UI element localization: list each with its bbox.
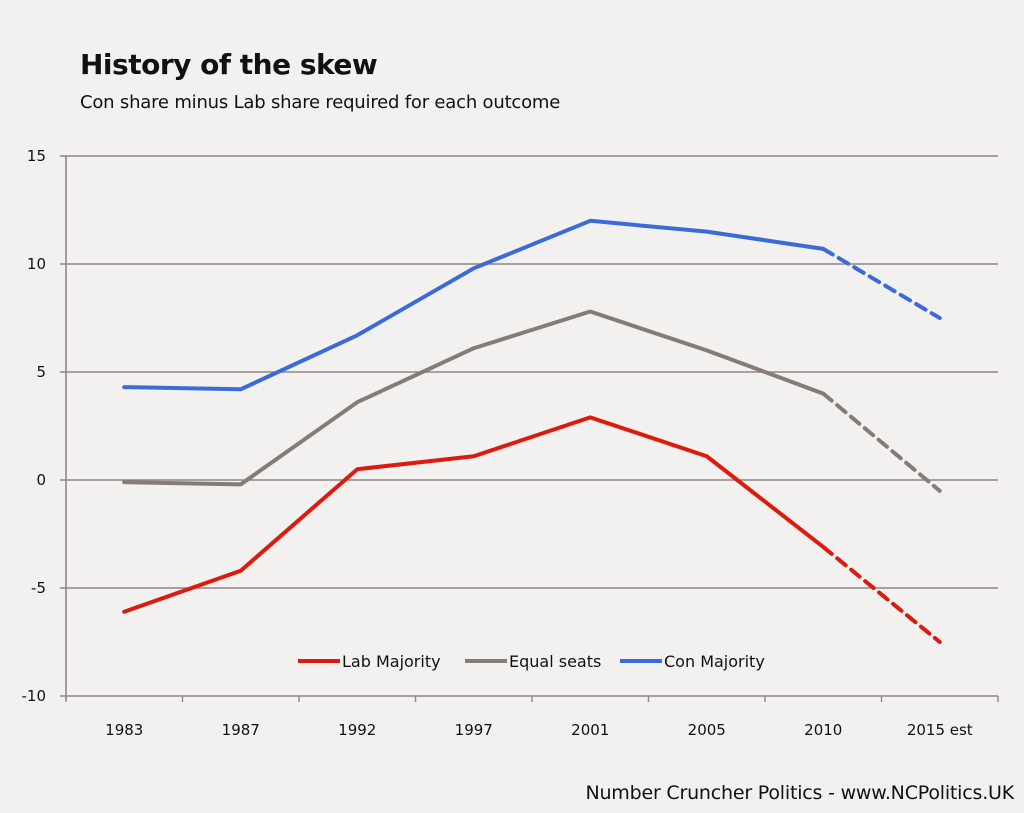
y-tick-label: 10: [27, 255, 46, 273]
x-tick-label: 1997: [455, 721, 493, 739]
x-tick-label: 2010: [804, 721, 842, 739]
series-line-con-majority: [122, 218, 826, 392]
chart-title: History of the skew: [80, 48, 378, 81]
gridlines: [60, 155, 998, 697]
legend-label: Equal seats: [509, 652, 601, 671]
chart-subtitle: Con share minus Lab share required for e…: [80, 92, 561, 113]
x-tick-label: 1987: [222, 721, 260, 739]
source-credit: Number Cruncher Politics - www.NCPolitic…: [585, 782, 1014, 804]
x-tick-label: 1983: [105, 721, 143, 739]
series-line-equal-seats: [122, 309, 826, 487]
series-projection-equal-seats: [821, 391, 942, 493]
y-tick-label: -10: [22, 687, 47, 705]
x-tick-label: 2015 est: [907, 721, 973, 739]
legend-label: Con Majority: [664, 652, 765, 671]
y-tick-label: 0: [36, 471, 46, 489]
series-projection-lab-majority: [821, 544, 942, 644]
y-tick-label: -5: [31, 579, 46, 597]
axes: 15 10 5 0 -5 -10 1983 1987 1992 1997 2001 2005 2010 2…: [22, 147, 999, 739]
legend-label: Lab Majority: [342, 652, 441, 671]
y-tick-label: 15: [27, 147, 46, 165]
y-tick-label: 5: [36, 363, 46, 381]
legend: Lab Majority Equal seats Con Majority: [298, 652, 765, 671]
x-tick-label: 1992: [338, 721, 376, 739]
series-lines: [122, 218, 942, 644]
x-tick-label: 2005: [688, 721, 726, 739]
series-line-lab-majority: [122, 415, 826, 614]
x-tick-label: 2001: [571, 721, 609, 739]
series-projection-con-majority: [821, 246, 942, 320]
